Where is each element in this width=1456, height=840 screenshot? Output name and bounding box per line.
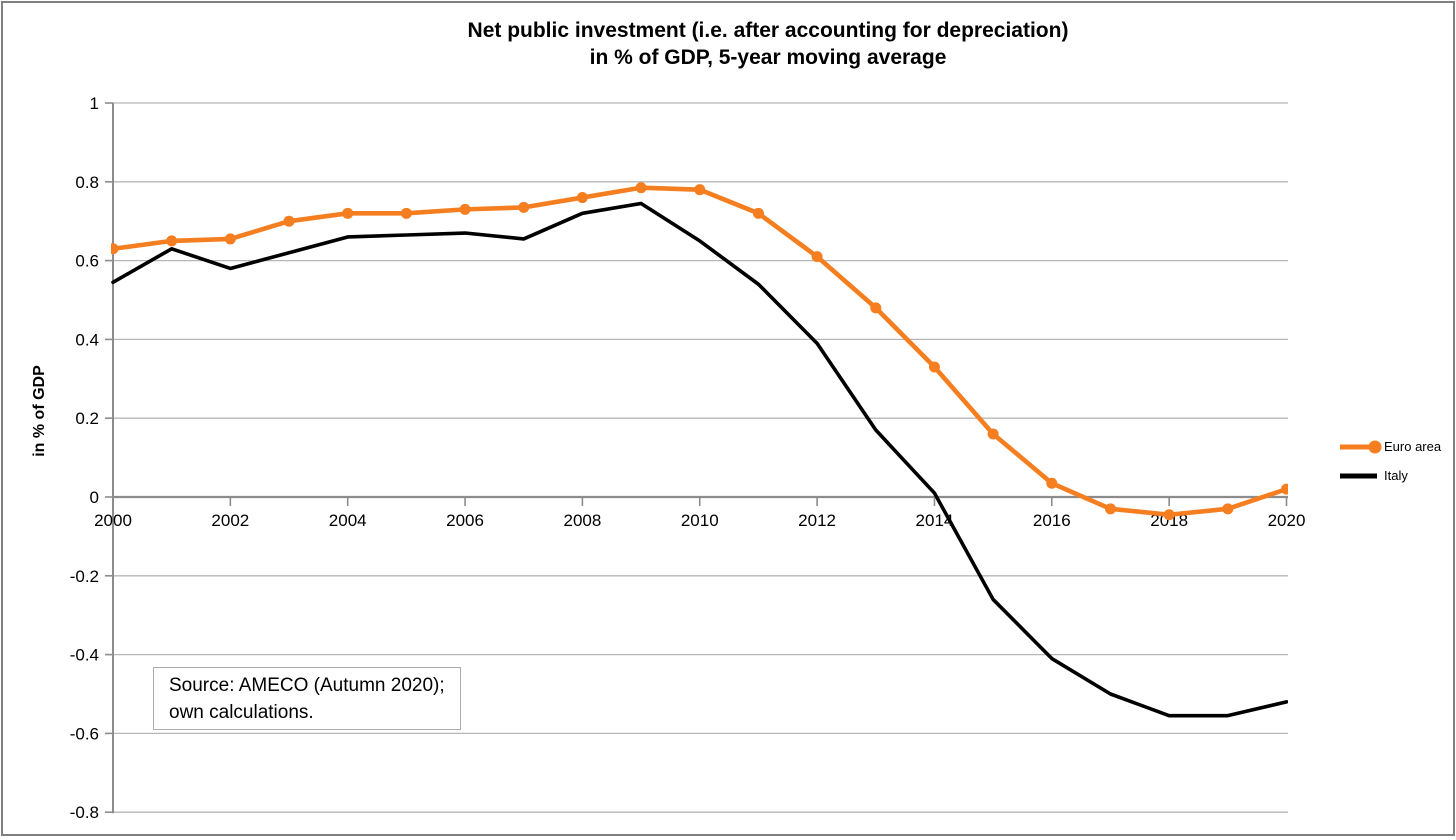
y-tick-label: 0.2 [75, 409, 99, 428]
series-marker-euro-area [284, 216, 295, 227]
y-tick-label: 0.4 [75, 330, 99, 349]
chart-title-line2: in % of GDP, 5-year moving average [83, 44, 1453, 71]
y-tick-label: -0.4 [70, 646, 99, 665]
source-box: Source: AMECO (Autumn 2020); own calcula… [153, 667, 461, 730]
y-tick-label: -0.2 [70, 567, 99, 586]
italy-line-swatch-icon [1337, 467, 1383, 485]
series-line-euro-area [113, 188, 1287, 515]
y-tick-label: -0.8 [70, 803, 99, 822]
series-marker-euro-area [929, 361, 940, 372]
legend-item-italy: Italy [1337, 461, 1441, 490]
series-marker-euro-area [401, 208, 412, 219]
series-marker-euro-area [1281, 484, 1292, 495]
y-tick-label: 1 [90, 94, 99, 113]
series-marker-euro-area [225, 233, 236, 244]
source-line1: Source: AMECO (Autumn 2020); [169, 672, 460, 699]
series-marker-euro-area [577, 192, 588, 203]
series-marker-euro-area [753, 208, 764, 219]
chart-title: Net public investment (i.e. after accoun… [3, 17, 1453, 71]
series-marker-euro-area [988, 428, 999, 439]
series-marker-euro-area [108, 243, 119, 254]
chart-title-line1: Net public investment (i.e. after accoun… [83, 17, 1453, 44]
y-tick-label: -0.6 [70, 724, 99, 743]
legend-item-euro-area: Euro area [1337, 432, 1441, 461]
series-marker-euro-area [342, 208, 353, 219]
x-tick-label: 2008 [563, 511, 601, 530]
series-marker-euro-area [518, 202, 529, 213]
euro-area-line-marker-icon [1337, 438, 1383, 456]
legend: Euro area Italy [1337, 432, 1441, 490]
legend-label-euro-area: Euro area [1384, 439, 1441, 454]
x-tick-label: 2004 [329, 511, 367, 530]
x-tick-label: 2012 [798, 511, 836, 530]
series-marker-euro-area [812, 251, 823, 262]
series-marker-euro-area [636, 182, 647, 193]
legend-label-italy: Italy [1384, 468, 1408, 483]
y-tick-label: 0 [90, 488, 99, 507]
series-marker-euro-area [1164, 509, 1175, 520]
series-marker-euro-area [166, 235, 177, 246]
x-tick-label: 2010 [681, 511, 719, 530]
series-group [108, 182, 1293, 715]
series-marker-euro-area [1046, 478, 1057, 489]
series-marker-euro-area [1222, 503, 1233, 514]
source-line2: own calculations. [169, 699, 460, 726]
x-tick-label: 2002 [211, 511, 249, 530]
y-axis-title: in % of GDP [31, 365, 49, 457]
x-tick-label: 2020 [1268, 511, 1306, 530]
series-line-italy [113, 203, 1287, 715]
series-marker-euro-area [694, 184, 705, 195]
y-tick-label: 0.6 [75, 252, 99, 271]
x-tick-label: 2000 [94, 511, 132, 530]
series-marker-euro-area [1105, 503, 1116, 514]
series-marker-euro-area [870, 302, 881, 313]
x-tick-label: 2006 [446, 511, 484, 530]
series-marker-euro-area [460, 204, 471, 215]
y-tick-label: 0.8 [75, 173, 99, 192]
x-tick-label: 2016 [1033, 511, 1071, 530]
